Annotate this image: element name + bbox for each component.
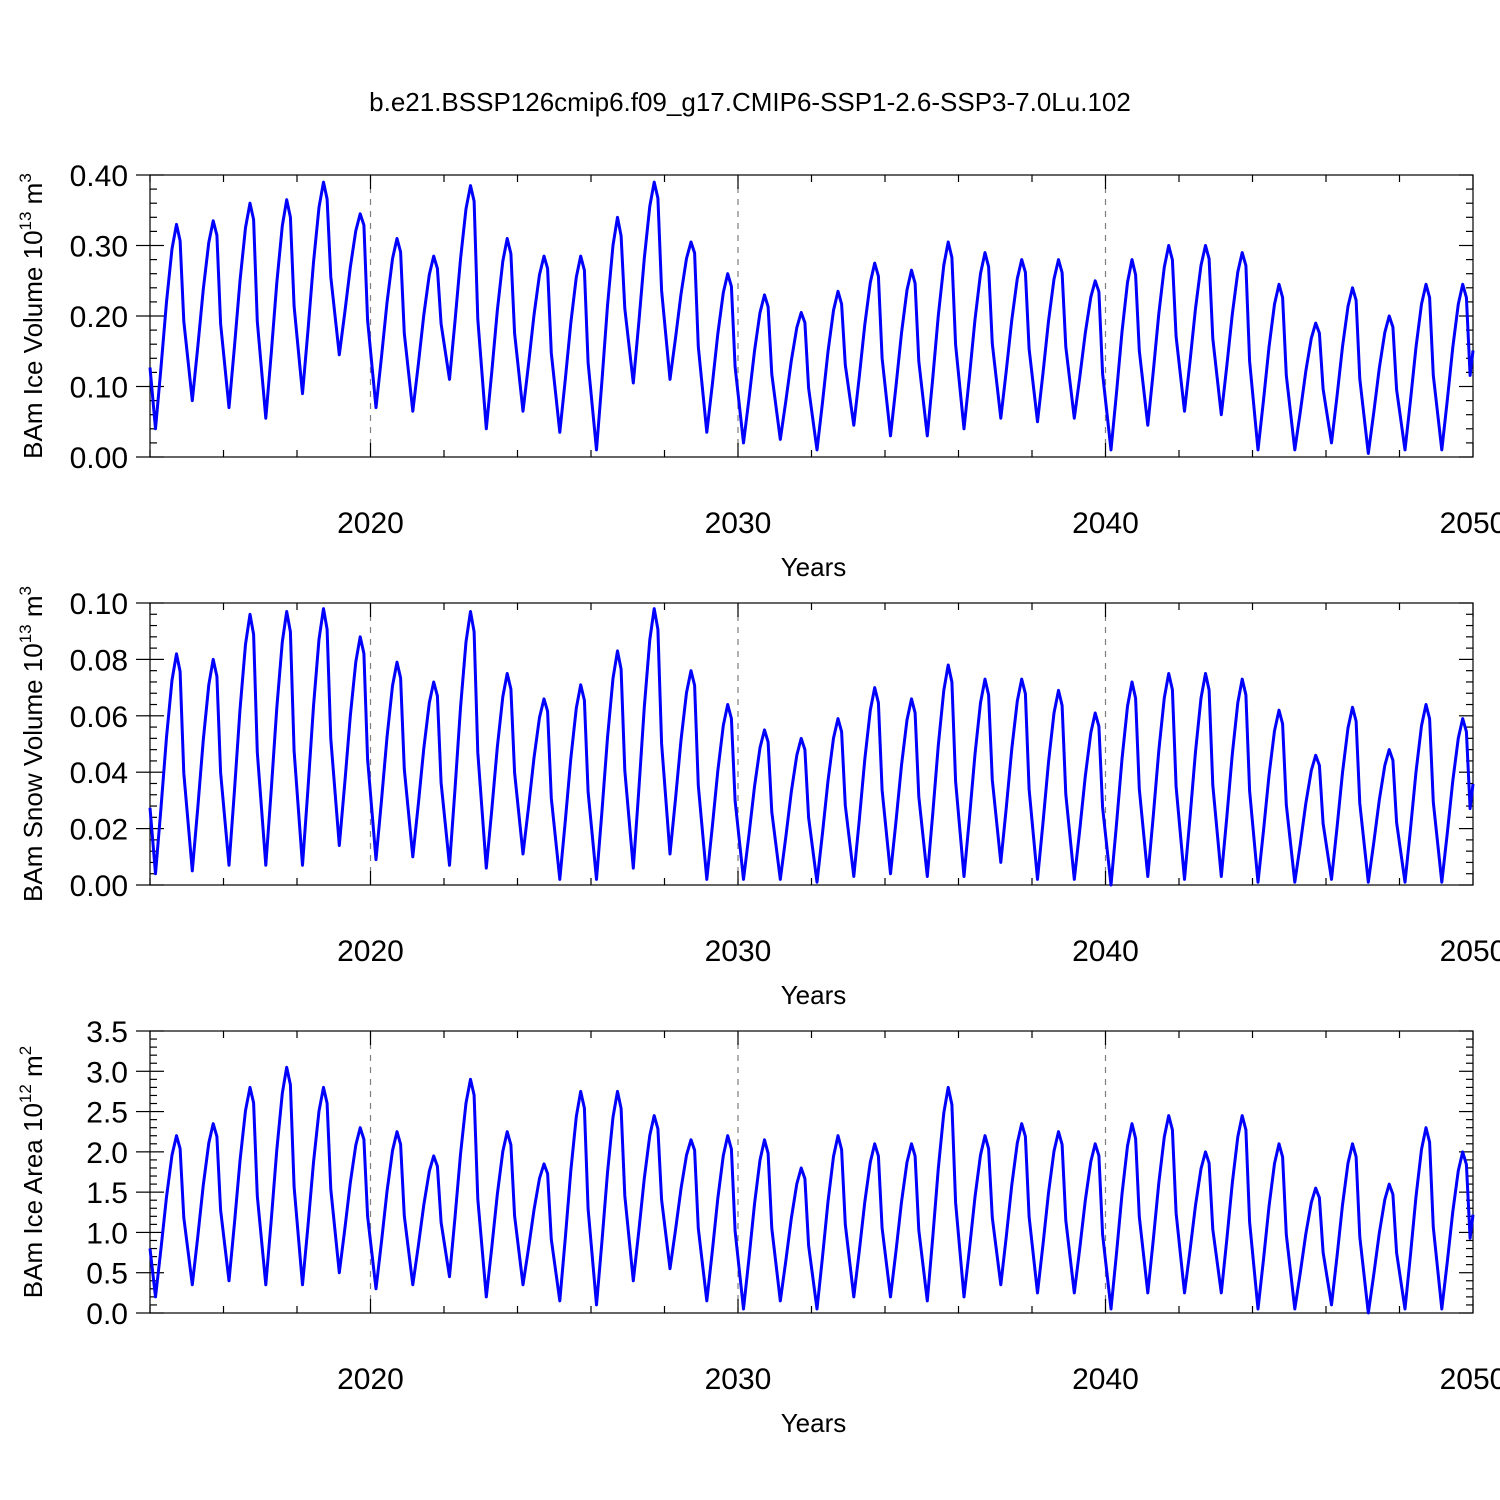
x-tick-label: 2020 — [337, 1363, 404, 1396]
x-tick-label: 2040 — [1072, 935, 1139, 968]
x-axis-label: Years — [781, 980, 847, 1010]
y-axis-label: BAm Ice Volume 1013 m3 — [16, 173, 48, 459]
y-tick-label: 0.30 — [70, 231, 128, 264]
x-tick-label: 2030 — [705, 1363, 772, 1396]
series-line — [148, 607, 1475, 887]
y-tick-label: 3.5 — [86, 1016, 128, 1049]
x-tick-label: 2050 — [1440, 935, 1500, 968]
y-tick-label: 0.00 — [70, 870, 128, 903]
y-tick-label: 1.0 — [86, 1217, 128, 1250]
y-tick-label: 0.20 — [70, 301, 128, 334]
panel-2: 0.00 0.02 0.04 0.06 0.08 0.10 2020 2030 2040 2050… — [16, 586, 1500, 1010]
panel-1: 0.00 0.10 0.20 0.30 0.40 2020 2030 2040 2050 Year… — [16, 160, 1500, 582]
y-tick-label: 0.06 — [70, 701, 128, 734]
y-tick-label: 0.5 — [86, 1258, 128, 1291]
y-tick-label: 0.40 — [70, 160, 128, 193]
y-tick-label: 2.0 — [86, 1137, 128, 1170]
x-tick-label: 2040 — [1072, 507, 1139, 540]
x-tick-label: 2040 — [1072, 1363, 1139, 1396]
series-line — [148, 1065, 1475, 1315]
x-tick-label: 2020 — [337, 507, 404, 540]
y-axis-label: BAm Ice Area 1012 m2 — [16, 1046, 48, 1298]
x-tick-label: 2050 — [1440, 507, 1500, 540]
chart-title: b.e21.BSSP126cmip6.f09_g17.CMIP6-SSP1-2.… — [369, 87, 1131, 117]
y-tick-label: 0.0 — [86, 1298, 128, 1331]
y-tick-label: 3.0 — [86, 1056, 128, 1089]
y-axis-label: BAm Snow Volume 1013 m3 — [16, 586, 48, 902]
y-tick-label: 0.10 — [70, 588, 128, 621]
x-axis-label: Years — [781, 552, 847, 582]
series-line — [148, 180, 1475, 455]
x-tick-label: 2030 — [705, 507, 772, 540]
x-tick-label: 2030 — [705, 935, 772, 968]
y-tick-label: 0.04 — [70, 757, 128, 790]
panel-3: 0.0 0.5 1.0 1.5 2.0 2.5 3.0 3.5 2020 2030 2040 2050… — [16, 1016, 1500, 1438]
x-tick-label: 2020 — [337, 935, 404, 968]
x-axis-label: Years — [781, 1408, 847, 1438]
y-tick-label: 2.5 — [86, 1097, 128, 1130]
y-tick-label: 0.00 — [70, 442, 128, 475]
y-tick-label: 0.08 — [70, 644, 128, 677]
y-tick-label: 0.10 — [70, 372, 128, 405]
x-tick-label: 2050 — [1440, 1363, 1500, 1396]
y-tick-label: 0.02 — [70, 814, 128, 847]
y-tick-label: 1.5 — [86, 1177, 128, 1210]
